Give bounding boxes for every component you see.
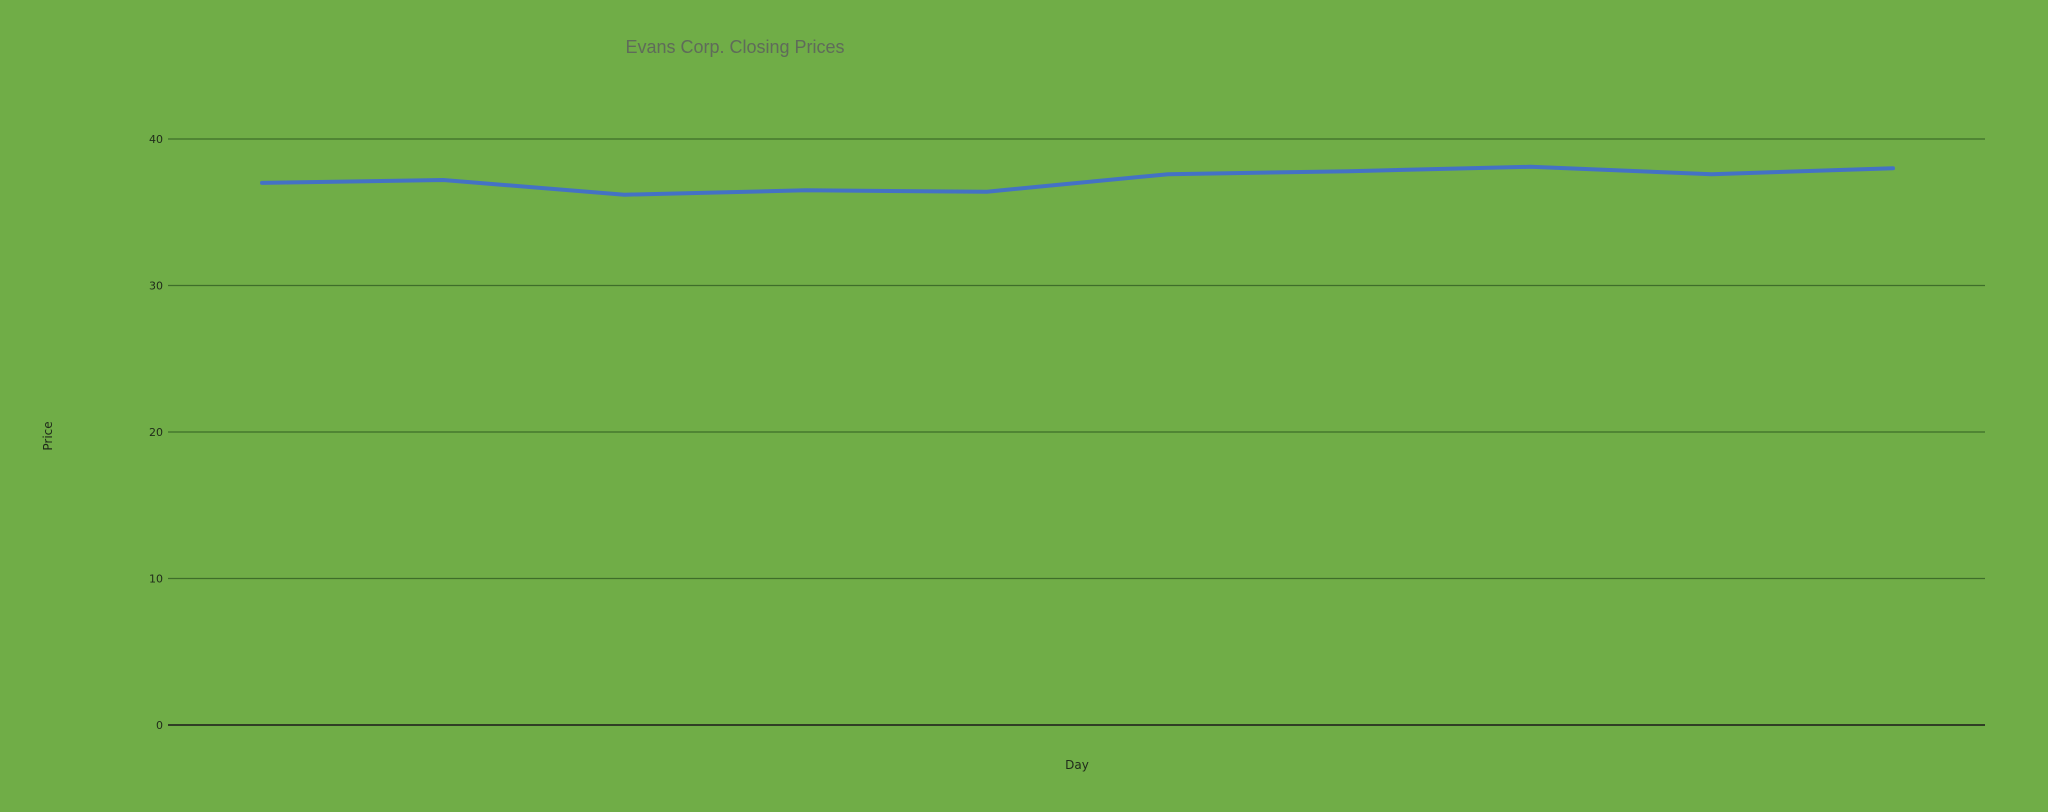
y-tick-label-40: 40	[149, 133, 163, 146]
y-tick-label-20: 20	[149, 426, 163, 439]
series-group	[260, 164, 1895, 197]
series-line-0	[260, 164, 1895, 197]
y-axis-label: Price	[41, 421, 55, 450]
y-tick-labels: 0 10 20 30 40	[149, 133, 163, 732]
x-axis-label: Day	[1065, 758, 1089, 772]
gridlines	[168, 138, 1985, 726]
chart-title: Evans Corp. Closing Prices	[625, 37, 844, 57]
y-tick-label-30: 30	[149, 280, 163, 293]
y-tick-label-10: 10	[149, 573, 163, 586]
y-tick-label-0: 0	[156, 719, 163, 732]
